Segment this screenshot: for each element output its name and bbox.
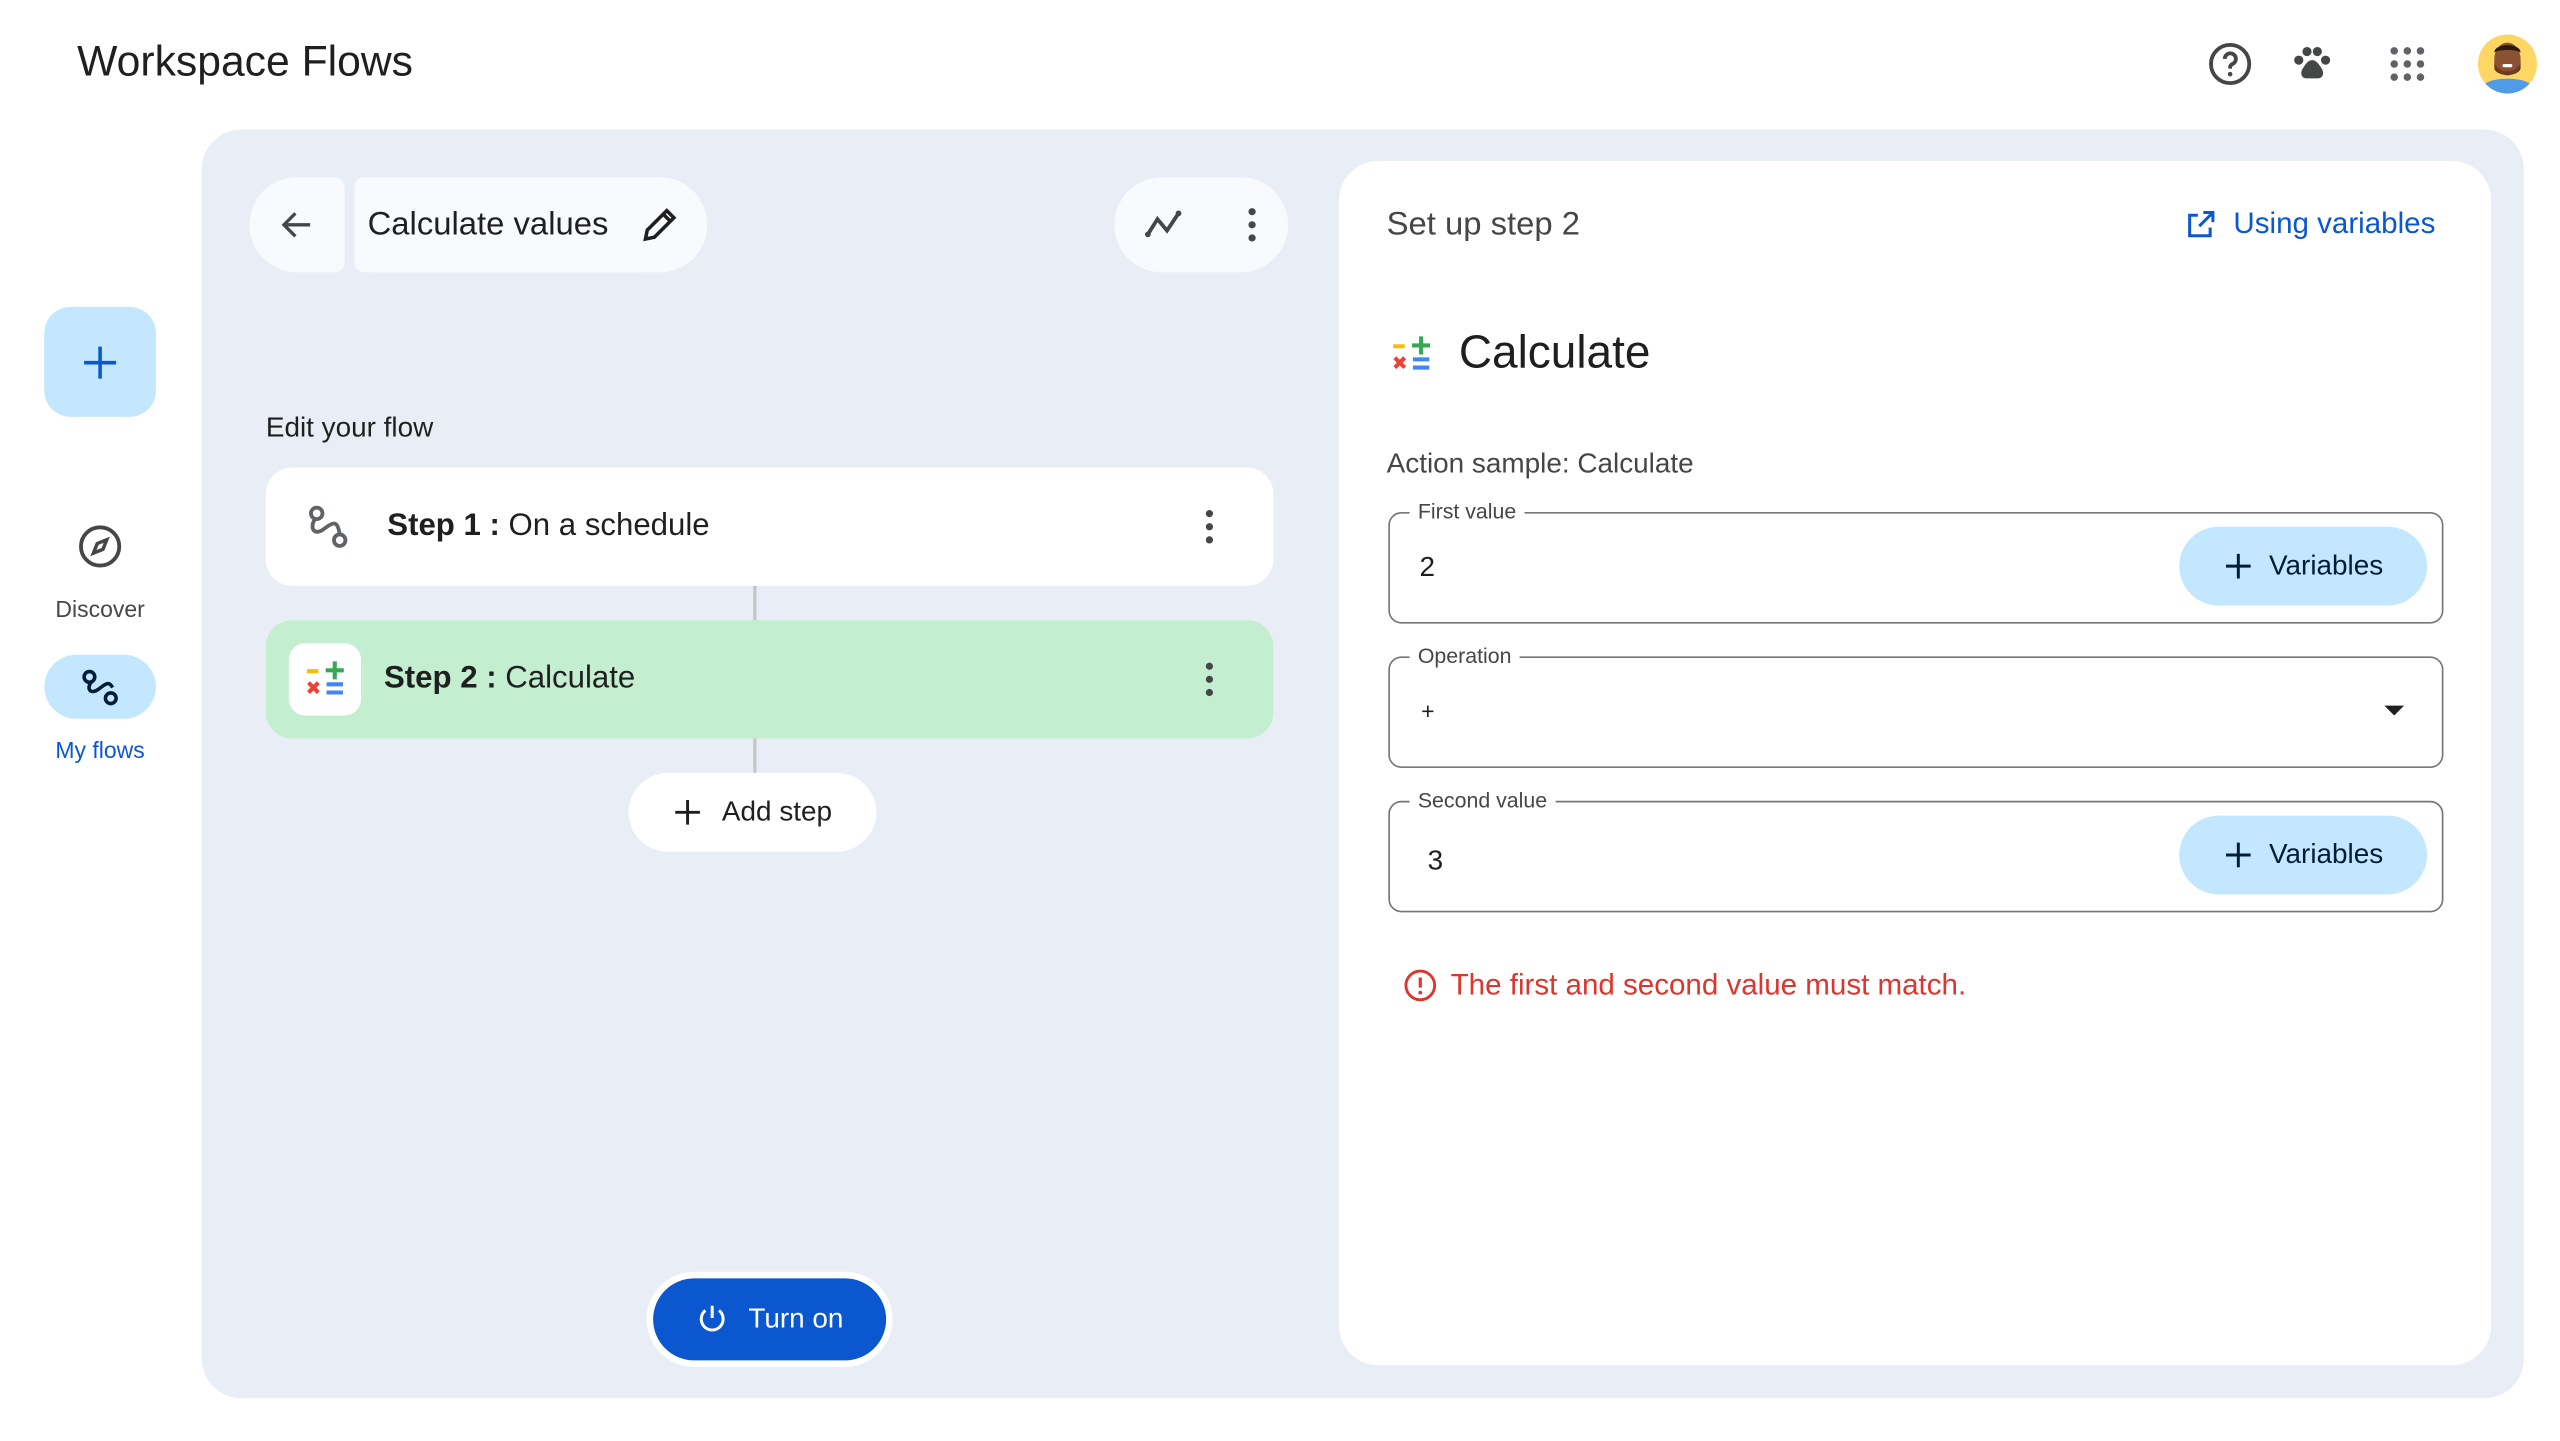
apps-grid-icon[interactable]: [2379, 36, 2435, 92]
turn-on-button[interactable]: Turn on: [653, 1278, 887, 1361]
first-value-label: First value: [1409, 498, 1525, 524]
step-card-1[interactable]: Step 1 : On a schedule: [265, 467, 1274, 586]
back-button[interactable]: [249, 177, 345, 273]
setup-panel: [1339, 160, 2492, 1366]
open-in-new-icon: [2188, 210, 2215, 237]
dropdown-arrow-icon[interactable]: [2383, 704, 2406, 717]
using-variables-link[interactable]: Using variables: [2184, 207, 2435, 241]
plus-icon: [675, 799, 700, 825]
app-title: Workspace Flows: [77, 36, 414, 86]
calculate-icon: [1390, 333, 1433, 384]
help-icon[interactable]: [2202, 36, 2258, 92]
flows-icon: [82, 668, 118, 705]
variables-label: Variables: [2268, 549, 2384, 581]
sidebar-item-my-flows-pill[interactable]: [44, 654, 156, 719]
activity-chart-icon[interactable]: [1142, 202, 1188, 248]
step-connector: [753, 585, 757, 621]
arrow-back-icon: [281, 212, 311, 238]
using-variables-label: Using variables: [2233, 206, 2436, 240]
step-1-more-icon[interactable]: [1185, 507, 1234, 546]
operation-value: +: [1421, 697, 1435, 724]
calculate-icon: [288, 643, 362, 716]
step-card-2[interactable]: Step 2 : Calculate: [265, 620, 1274, 739]
step-2-name: Calculate: [505, 661, 636, 696]
second-value-field[interactable]: Second value 3 Variables: [1388, 787, 2444, 913]
paw-icon[interactable]: [2284, 36, 2340, 92]
action-sample: Action sample: Calculate: [1386, 447, 1694, 480]
compass-icon[interactable]: [77, 523, 123, 569]
second-variables-button[interactable]: Variables: [2179, 815, 2428, 895]
plus-icon: [2225, 842, 2251, 868]
add-step-button[interactable]: Add step: [628, 772, 877, 852]
schedule-flow-icon: [292, 504, 364, 550]
flow-title: Calculate values: [367, 205, 609, 243]
add-step-label: Add step: [721, 795, 833, 828]
turn-on-label: Turn on: [748, 1302, 844, 1335]
action-title: Calculate: [1458, 326, 1651, 378]
power-icon: [699, 1305, 725, 1332]
flow-actions-pill: [1114, 177, 1289, 273]
plus-icon: [84, 345, 117, 378]
step-connector: [753, 738, 757, 773]
error-text: The first and second value must match.: [1450, 968, 1967, 1002]
step-2-more-icon[interactable]: [1185, 660, 1234, 699]
editor-heading: Edit your flow: [265, 411, 434, 444]
setup-title: Set up step 2: [1386, 206, 1581, 243]
error-icon: [1404, 969, 1437, 1002]
sidebar-item-my-flows[interactable]: My flows: [55, 736, 145, 764]
more-vert-icon[interactable]: [1244, 205, 1260, 244]
first-value-field[interactable]: First value 2 Variables: [1388, 498, 2444, 624]
sidebar-item-discover[interactable]: Discover: [55, 595, 145, 622]
operation-label: Operation: [1409, 643, 1520, 668]
step-2-prefix: Step 2 :: [383, 661, 497, 696]
step-1-prefix: Step 1 :: [387, 508, 500, 544]
first-value-input[interactable]: 2: [1419, 551, 1436, 583]
avatar[interactable]: [2477, 34, 2537, 94]
variables-label: Variables: [2268, 838, 2384, 870]
new-flow-button[interactable]: [44, 306, 156, 417]
operation-select[interactable]: Operation +: [1388, 643, 2444, 768]
edit-pencil-icon[interactable]: [638, 203, 681, 246]
second-value-label: Second value: [1409, 787, 1556, 813]
step-1-name: On a schedule: [508, 508, 710, 544]
plus-icon: [2225, 553, 2251, 579]
second-value-input[interactable]: 3: [1427, 845, 1444, 877]
flow-title-pill[interactable]: Calculate values: [354, 177, 708, 273]
validation-error: The first and second value must match.: [1403, 968, 1966, 1002]
first-variables-button[interactable]: Variables: [2179, 526, 2428, 606]
